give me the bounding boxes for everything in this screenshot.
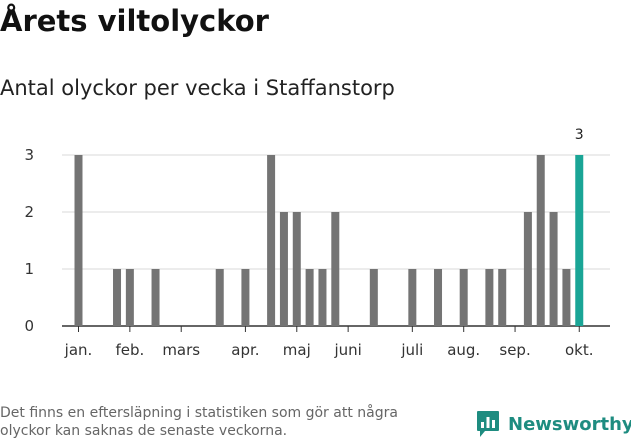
y-tick-label: 1 [24,260,34,278]
bar [292,212,301,326]
x-tick-label: aug. [447,341,480,359]
y-tick-label: 2 [24,203,34,221]
brand-logo[interactable]: Newsworthy [476,410,631,438]
data-label: 3 [575,127,584,143]
x-tick-label: feb. [115,341,144,359]
bar [485,269,494,326]
footnote: Det finns en eftersläpning i statistiken… [0,405,398,439]
y-axis-ticks: 0 1 2 3 [24,146,34,335]
bar [536,155,545,326]
bar [305,269,314,326]
bar [267,155,276,326]
bar [408,269,417,326]
bar [279,212,288,326]
x-tick-label: jan. [64,341,93,359]
x-tick-label: okt. [565,341,594,359]
data-labels: 3 [575,127,584,143]
y-tick-label: 0 [24,317,34,335]
bar [151,269,160,326]
x-axis-ticks: jan. feb. mars apr. maj juni juli aug. sep. okt. [64,326,594,359]
bar [215,269,224,326]
bars [74,155,584,326]
bar [575,155,584,326]
bar [74,155,83,326]
x-tick-label: juli [400,341,423,359]
bar [331,212,340,326]
bar [523,212,532,326]
brand-name: Newsworthy [508,413,631,435]
bar [549,212,558,326]
bar [125,269,134,326]
bar [562,269,571,326]
bar [498,269,507,326]
x-tick-label: juni [333,341,361,359]
page-title: Årets viltolyckor [0,4,269,38]
y-tick-label: 3 [24,146,34,164]
x-tick-label: maj [283,341,311,359]
bar [241,269,250,326]
x-tick-label: apr. [231,341,259,359]
bar [369,269,378,326]
bar [434,269,443,326]
newsworthy-logo-icon [477,411,499,437]
bar-chart: 0 1 2 3 jan. feb. mars apr. maj juni juli aug. sep.… [24,127,610,359]
bar [318,269,327,326]
chart-subtitle: Antal olyckor per vecka i Staffanstorp [0,76,395,100]
bar [113,269,122,326]
x-tick-label: sep. [499,341,530,359]
bar [459,269,468,326]
x-tick-label: mars [162,341,200,359]
